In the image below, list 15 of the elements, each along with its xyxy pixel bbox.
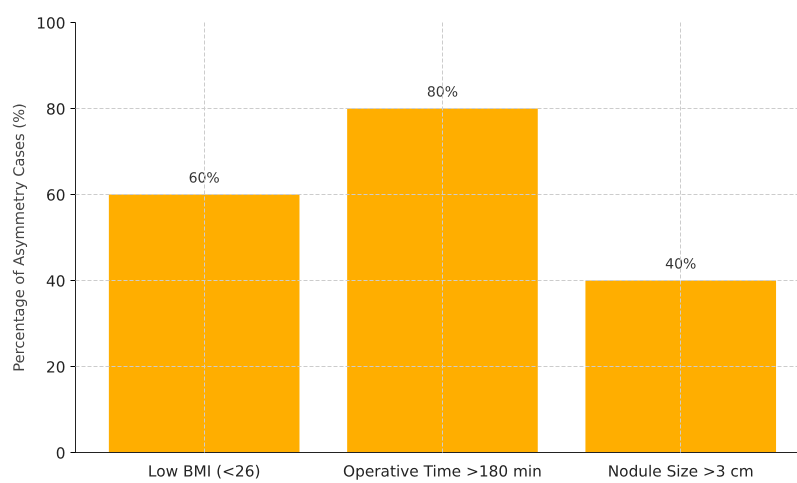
y-tick-label: 60 <box>46 186 66 204</box>
bar <box>585 280 776 452</box>
y-tick-label: 40 <box>46 272 66 290</box>
bar <box>347 108 538 452</box>
y-axis-title: Percentage of Asymmetry Cases (%) <box>11 103 28 372</box>
x-tick-label: Low BMI (<26) <box>148 462 260 480</box>
y-tick-label: 100 <box>36 14 66 32</box>
x-tick-label: Operative Time >180 min <box>343 462 542 480</box>
data-label: 80% <box>426 84 458 100</box>
data-label: 40% <box>665 256 696 272</box>
x-tick-label: Nodule Size >3 cm <box>608 462 754 480</box>
bar <box>108 194 300 452</box>
y-tick-label: 0 <box>56 444 66 462</box>
y-tick-label: 20 <box>46 358 66 376</box>
y-tick-label: 80 <box>46 100 66 118</box>
